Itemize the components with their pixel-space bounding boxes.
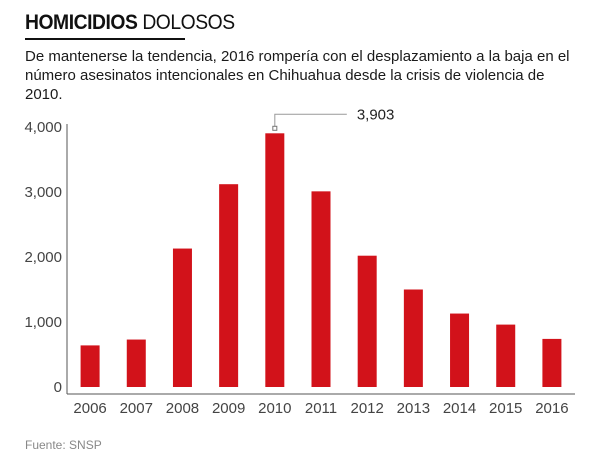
annotation-label: 3,903 (357, 106, 395, 123)
x-tick-label: 2010 (258, 400, 291, 417)
x-tick-label: 2015 (489, 400, 522, 417)
title-underline (25, 38, 185, 40)
annotation-leader-line (274, 113, 347, 130)
chart-title-light: DOLOSOS (142, 11, 235, 34)
x-tick-label: 2014 (443, 400, 476, 417)
x-tick-label: 2006 (73, 400, 106, 417)
bar (542, 338, 562, 387)
x-tick-label: 2016 (535, 400, 568, 417)
bar (450, 313, 470, 387)
chart-subtitle: De mantenerse la tendencia, 2016 romperí… (25, 48, 570, 103)
x-tick-label: 2011 (305, 400, 337, 417)
bar (219, 184, 239, 387)
bar (311, 191, 331, 387)
bar (126, 339, 146, 387)
source-note: Fuente: SNSP (25, 438, 102, 452)
chart-title: HOMICIDIOS DOLOSOS (25, 11, 235, 35)
x-tick-label: 2009 (212, 400, 245, 417)
y-tick-label: 2,000 (24, 249, 62, 266)
chart-title-bold: HOMICIDIOS (25, 11, 138, 34)
bar (357, 255, 377, 387)
x-tick-label: 2013 (397, 400, 430, 417)
bar (265, 133, 285, 387)
y-tick-label: 4,000 (24, 119, 62, 136)
bar (80, 345, 100, 387)
y-tick-label: 1,000 (24, 314, 62, 331)
x-tick-label: 2012 (350, 400, 383, 417)
bar (172, 248, 192, 387)
y-tick-label: 0 (54, 379, 62, 396)
bar (403, 289, 423, 387)
bar (496, 324, 516, 387)
x-tick-label: 2007 (120, 400, 153, 417)
y-tick-label: 3,000 (24, 184, 62, 201)
x-tick-label: 2008 (166, 400, 199, 417)
annotation-marker (272, 125, 278, 131)
